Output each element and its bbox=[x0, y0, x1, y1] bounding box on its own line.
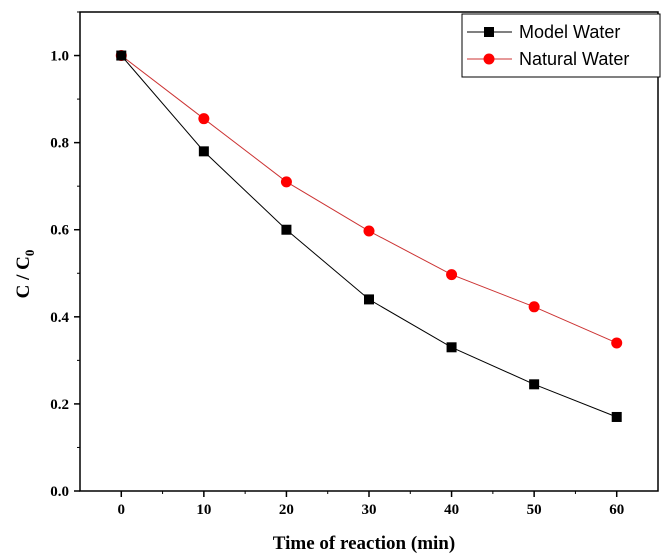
x-tick-label: 40 bbox=[444, 502, 459, 518]
y-axis-ticks: 0.0 0.2 0.4 0.6 0.8 1.0 bbox=[50, 11, 80, 500]
y-axis-title-subscript: 0 bbox=[22, 250, 37, 257]
data-point-natural-water bbox=[611, 337, 623, 349]
legend-item-natural-water: Natural Water bbox=[467, 49, 629, 69]
legend-item-model-water: Model Water bbox=[467, 22, 620, 42]
x-axis-title: Time of reaction (min) bbox=[273, 533, 455, 554]
legend-marker bbox=[483, 53, 495, 65]
legend-label: Natural Water bbox=[519, 49, 629, 69]
y-tick-label: 0.2 bbox=[50, 397, 69, 413]
x-tick-label: 60 bbox=[609, 502, 624, 518]
data-point-natural-water bbox=[528, 301, 540, 313]
data-point-model-water bbox=[281, 224, 292, 235]
data-point-model-water bbox=[116, 50, 127, 61]
legend-label: Model Water bbox=[519, 22, 620, 42]
y-tick-label: 0.8 bbox=[50, 136, 69, 152]
x-tick-label: 50 bbox=[527, 502, 542, 518]
data-point-natural-water bbox=[280, 176, 292, 188]
y-tick-label: 1.0 bbox=[50, 49, 69, 65]
data-point-model-water bbox=[529, 379, 540, 390]
data-point-model-water bbox=[446, 342, 457, 353]
x-tick-label: 10 bbox=[196, 502, 211, 518]
plot-frame bbox=[79, 11, 659, 492]
x-tick-label: 20 bbox=[279, 502, 294, 518]
data-point-natural-water bbox=[446, 269, 458, 281]
y-tick-label: 0.4 bbox=[50, 310, 69, 326]
y-tick-label: 0.6 bbox=[50, 223, 69, 239]
series-layer bbox=[115, 50, 623, 422]
data-point-natural-water bbox=[198, 113, 210, 125]
y-tick-label: 0.0 bbox=[50, 484, 69, 500]
data-point-natural-water bbox=[363, 225, 375, 237]
plot-border bbox=[79, 11, 659, 492]
y-axis-title: C / C0 bbox=[13, 250, 37, 299]
x-tick-label: 0 bbox=[118, 502, 126, 518]
x-tick-label: 30 bbox=[362, 502, 377, 518]
series-model-water bbox=[116, 50, 622, 422]
legend: Model Water Natural Water bbox=[461, 13, 661, 78]
y-axis-title-main: C / C bbox=[13, 256, 34, 298]
legend-marker bbox=[484, 27, 494, 37]
data-point-model-water bbox=[611, 411, 622, 422]
x-axis-ticks: 0 10 20 30 40 50 60 bbox=[118, 491, 624, 518]
data-point-model-water bbox=[364, 294, 374, 305]
legend-box bbox=[461, 13, 661, 78]
data-point-model-water bbox=[198, 146, 209, 157]
